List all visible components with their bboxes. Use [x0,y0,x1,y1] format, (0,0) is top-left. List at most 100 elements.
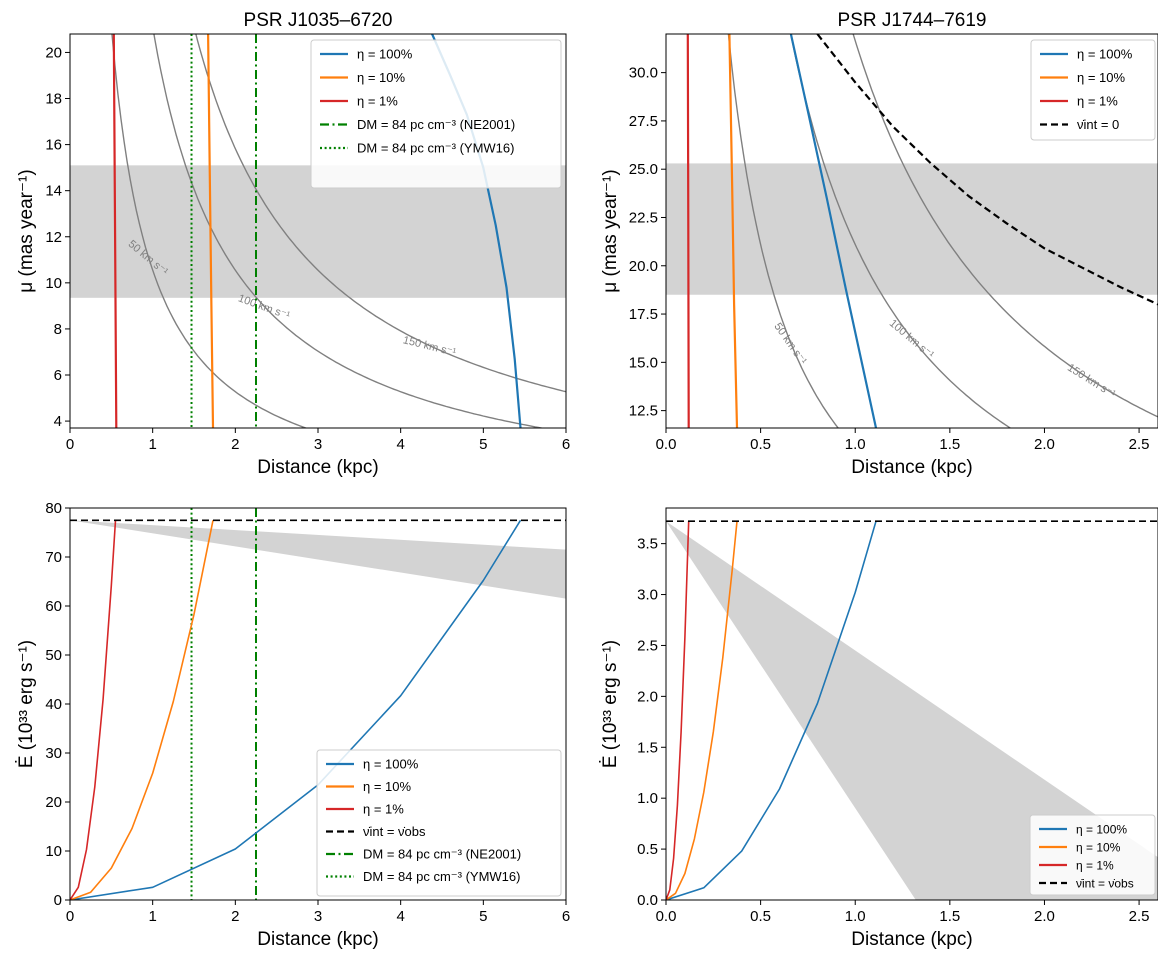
legend-label: η = 1% [363,802,404,817]
velocity-contour [153,34,546,428]
x-tick-label: 0.5 [750,908,771,925]
velocity-contour [111,34,308,428]
x-tick-label: 5 [479,908,487,925]
legend-label: DM = 84 pc cm⁻³ (YMW16) [357,141,514,156]
x-tick-label: 1.0 [845,436,866,453]
legend-label: DM = 84 pc cm⁻³ (YMW16) [363,869,520,884]
y-tick-label: 80 [45,500,62,517]
legend-label: ν̇int = 0 [1077,117,1119,132]
x-tick-label: 0.5 [750,436,771,453]
legend-label: η = 10% [363,779,412,794]
legend-label: η = 100% [1076,823,1127,837]
legend-box [1029,814,1156,896]
legend: η = 100% η = 10% η = 1% DM = 84 pc cm⁻³ (NE… [310,39,562,189]
series-line [70,520,117,900]
velocity-contour [852,34,1158,418]
plot-frame [665,33,1158,429]
uncertainty-band [70,520,566,599]
y-tick-label: 50 [45,647,62,664]
series-line [666,520,877,900]
y-tick-label: 15.0 [629,354,658,371]
uncertainty-band [666,521,1158,900]
y-tick-label: 30 [45,745,62,762]
series-line [789,34,878,428]
x-tick-label: 0.0 [656,436,677,453]
legend-label: η = 1% [357,94,398,109]
y-tick-label: 18 [45,91,62,108]
x-tick-label: 1.5 [939,436,960,453]
y-axis-label: μ (mas year⁻¹) [600,169,621,292]
chart-panel-2: 50 km s⁻¹ 100 km s⁻¹ 150 km s⁻¹ 0.0 0.5 1.0 1.… [600,10,1158,478]
x-tick-label: 4 [396,908,404,925]
legend-label: η = 100% [1077,47,1133,62]
legend: η = 100% η = 10% η = 1% ν̇int = 0 [1030,39,1156,141]
legend-label: ν̇int = ν̇obs [363,824,426,839]
y-tick-label: 40 [45,696,62,713]
x-tick-label: 3 [314,908,322,925]
x-tick-label: 1 [148,908,156,925]
x-tick-label: 6 [562,436,570,453]
y-tick-label: 4 [54,413,62,430]
velocity-contour [790,34,1012,428]
x-axis-label: Distance (kpc) [851,457,972,478]
y-tick-label: 6 [54,367,62,384]
legend-label: η = 10% [357,70,406,85]
x-axis-label: Distance (kpc) [257,929,378,950]
x-tick-label: 2.5 [1129,436,1150,453]
legend-label: η = 1% [1077,94,1118,109]
contour-label: 100 km s⁻¹ [887,317,936,361]
contour-label: 150 km s⁻¹ [402,334,458,359]
legend-label: ν̇int = ν̇obs [1076,877,1134,891]
series-line [112,34,118,428]
x-tick-label: 4 [396,436,404,453]
y-tick-label: 14 [45,183,62,200]
legend-label: DM = 84 pc cm⁻³ (NE2001) [357,117,515,132]
series-line [686,34,690,428]
legend: η = 100% η = 10% η = 1% ν̇int = ν̇obs [1029,814,1156,896]
legend-box [316,749,562,897]
legend-box [310,39,562,189]
chart-title: PSR J1035–6720 [244,10,393,31]
contour-label: 50 km s⁻¹ [771,321,809,367]
velocity-contour [727,34,840,428]
legend-label: η = 10% [1077,70,1126,85]
y-tick-label: 1.0 [637,790,658,807]
y-tick-label: 3.5 [637,536,658,553]
x-tick-label: 1 [148,436,156,453]
x-axis-label: Distance (kpc) [851,929,972,950]
x-tick-label: 2 [231,436,239,453]
x-tick-label: 2.5 [1129,908,1150,925]
y-axis-label: Ė (10³³ erg s⁻¹) [16,640,37,768]
y-axis-label: μ (mas year⁻¹) [16,169,37,292]
y-tick-label: 70 [45,549,62,566]
velocity-contour [195,34,566,393]
x-axis-label: Distance (kpc) [257,457,378,478]
plot-frame [665,507,1158,901]
y-tick-label: 30.0 [629,65,658,82]
series-line [70,520,214,900]
y-tick-label: 2.5 [637,637,658,654]
y-tick-label: 60 [45,598,62,615]
legend-box [1030,39,1156,141]
x-tick-label: 1.5 [939,908,960,925]
y-tick-label: 16 [45,137,62,154]
x-tick-label: 2.0 [1034,908,1055,925]
y-tick-label: 0.5 [637,841,658,858]
x-tick-label: 6 [562,908,570,925]
y-tick-label: 2.0 [637,688,658,705]
y-axis-label: Ė (10³³ erg s⁻¹) [600,640,621,768]
y-tick-label: 8 [54,321,62,338]
legend: η = 100% η = 10% η = 1% ν̇int = ν̇obs DM = 8… [316,749,562,897]
chart-panel-4: 0.0 0.5 1.0 1.5 2.0 2.5 0.0 0.5 1.0 1.5 2.0 2.5 3.0 3… [600,507,1158,950]
series-line [666,521,690,900]
y-tick-label: 25.0 [629,161,658,178]
legend-label: η = 1% [1076,859,1114,873]
y-tick-label: 12 [45,229,62,246]
x-tick-label: 3 [314,436,322,453]
plot-area [666,520,1158,900]
y-tick-label: 0 [54,892,62,909]
y-tick-label: 3.0 [637,587,658,604]
y-tick-label: 10 [45,843,62,860]
